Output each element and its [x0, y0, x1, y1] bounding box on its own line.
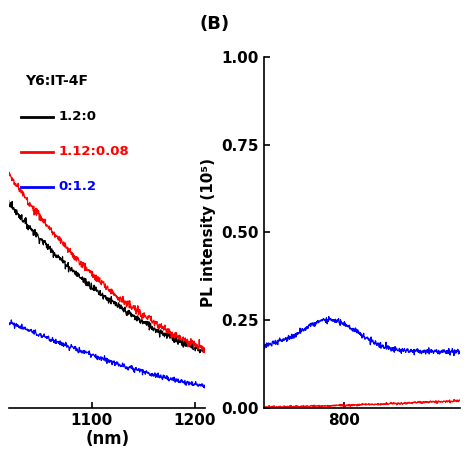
Y-axis label: PL intensity (10⁵): PL intensity (10⁵)	[201, 158, 216, 307]
Text: Y6:IT-4F: Y6:IT-4F	[25, 74, 88, 89]
X-axis label: (nm): (nm)	[85, 430, 129, 448]
Text: 0:1.2: 0:1.2	[58, 180, 96, 193]
Text: (B): (B)	[200, 15, 230, 33]
Text: 1.2:0: 1.2:0	[58, 110, 96, 123]
Text: 1.12:0.08: 1.12:0.08	[58, 145, 129, 158]
